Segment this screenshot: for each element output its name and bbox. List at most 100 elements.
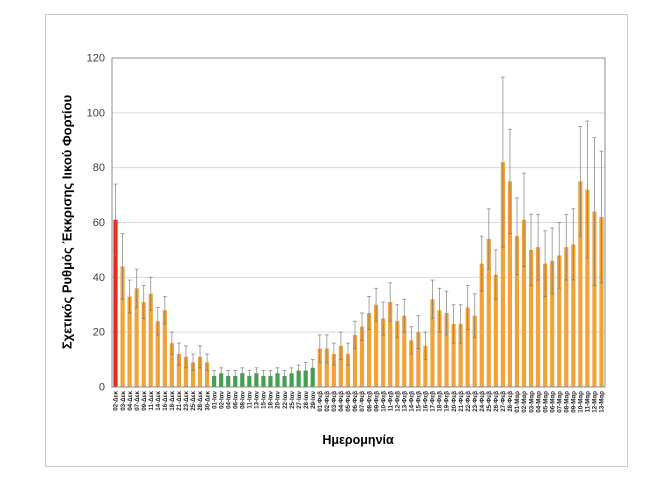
x-tick-label: 23-Φεβ (472, 391, 479, 412)
x-tick-label: 05-Φεβ (345, 391, 352, 412)
x-tick-label: 06-Φεβ (352, 391, 359, 412)
x-tick-label: 25-Ιαν (289, 390, 296, 408)
bar (296, 370, 301, 387)
x-tick-label: 08-Φεβ (366, 391, 373, 412)
bar (120, 266, 125, 387)
x-tick-label: 03-Φεβ (331, 391, 338, 412)
bar (416, 332, 421, 387)
x-tick-label: 01-Φεβ (317, 391, 324, 412)
y-tick-label: 40 (93, 272, 105, 284)
y-tick-label: 120 (87, 53, 105, 65)
x-tick-label: 08-Ιαν (239, 390, 246, 408)
x-tick-label: 30-Δεκ (204, 390, 211, 410)
bar (592, 211, 597, 387)
x-tick-label: 15-Φεβ (416, 391, 423, 412)
bar (472, 315, 477, 387)
bar (486, 238, 491, 387)
x-tick-label: 21-Δεκ (176, 390, 183, 410)
bar (430, 299, 435, 387)
bar (514, 236, 520, 387)
y-tick-label: 20 (93, 327, 105, 339)
bar (528, 249, 534, 387)
y-tick-label: 80 (93, 162, 105, 174)
bar (465, 307, 470, 387)
bar (571, 244, 576, 387)
x-tick-label: 25-Φεβ (486, 391, 493, 412)
bar (134, 288, 139, 387)
bar (493, 274, 498, 387)
bar (507, 181, 513, 388)
x-tick-label: 03-Δεκ (120, 390, 127, 410)
bar (458, 323, 463, 387)
bar (183, 356, 189, 387)
x-tick-label: 10-Μαρ (578, 391, 585, 413)
x-tick-label: 25-Δεκ (190, 390, 197, 410)
x-tick-label: 06-Μαρ (549, 391, 556, 413)
x-tick-label: 28-Δεκ (197, 390, 204, 410)
x-tick-label: 27-Ιαν (296, 390, 303, 408)
x-tick-label: 04-Φεβ (338, 391, 345, 412)
bar (437, 310, 442, 387)
x-tick-label: 16-Φεβ (423, 391, 430, 412)
bar (359, 326, 365, 387)
bar (352, 334, 358, 387)
bar (324, 348, 329, 387)
bar (564, 247, 569, 387)
bar (169, 343, 174, 387)
x-tick-label: 02-Φεβ (324, 391, 331, 412)
x-tick-label: 11-Μαρ (585, 391, 592, 413)
bar (402, 315, 407, 387)
x-tick-label: 04-Μαρ (535, 391, 542, 413)
x-tick-label: 02-Μαρ (521, 391, 528, 413)
x-tick-label: 12-Φεβ (394, 391, 401, 412)
x-tick-label: 22-Ιαν (282, 390, 289, 408)
x-tick-label: 04-Δεκ (127, 390, 134, 410)
bar (240, 373, 245, 387)
x-tick-label: 20-Φεβ (451, 391, 458, 412)
bar (535, 247, 541, 387)
bar (275, 373, 280, 387)
x-tick-label: 18-Δεκ (169, 390, 176, 410)
bar (254, 373, 259, 387)
x-tick-label: 12-Μαρ (592, 391, 599, 413)
x-tick-label: 23-Δεκ (183, 390, 190, 410)
bar (500, 162, 505, 387)
x-tick-label: 01-Ιαν (211, 390, 218, 408)
x-tick-label: 11-Δεκ (148, 390, 155, 410)
x-tick-label: 18-Φεβ (437, 391, 444, 412)
bar (338, 345, 343, 388)
x-tick-label: 14-Δεκ (155, 390, 162, 410)
bar (176, 354, 182, 387)
bar (374, 304, 379, 387)
bar (190, 362, 196, 387)
bar (204, 362, 210, 387)
x-tick-label: 24-Φεβ (479, 391, 486, 412)
bar (197, 356, 203, 387)
x-tick-label: 19-Φεβ (444, 391, 451, 412)
bar (219, 373, 224, 387)
x-axis-title: Ημερομηνία (322, 433, 394, 447)
bar (331, 354, 336, 387)
y-axis-title: Σχετικός Ρυθμός Έκκρισης Ιικού Φορτίου (59, 94, 75, 350)
x-tick-label: 01-Μαρ (514, 391, 521, 413)
x-tick-label: 16-Δεκ (162, 390, 169, 410)
y-tick-label: 60 (93, 217, 105, 229)
x-tick-label: 02-Δεκ (113, 390, 120, 410)
x-tick-label: 29-Ιαν (310, 390, 317, 408)
bar (366, 312, 372, 387)
x-tick-label: 11-Φεβ (387, 391, 394, 412)
bar (585, 189, 590, 387)
bar (289, 373, 294, 387)
x-tick-label: 13-Φεβ (401, 391, 408, 412)
x-tick-label: 15-Ιαν (261, 390, 268, 408)
x-tick-label: 09-Φεβ (373, 391, 380, 412)
plot-border (111, 57, 606, 388)
y-tick-label: 100 (87, 107, 105, 119)
bar (317, 348, 322, 387)
x-tick-label: 18-Ιαν (268, 390, 275, 408)
x-tick-label: 13-Μαρ (599, 391, 606, 413)
bar (444, 312, 449, 387)
x-tick-label: 03-Μαρ (528, 391, 535, 413)
